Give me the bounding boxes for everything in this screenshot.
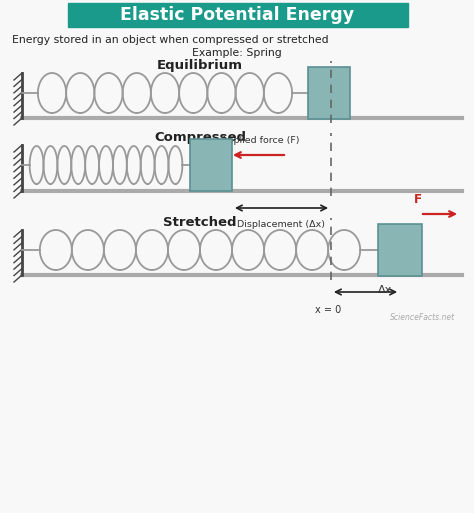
Text: Equilibrium: Equilibrium bbox=[157, 60, 243, 72]
Text: ScienceFacts.net: ScienceFacts.net bbox=[390, 313, 455, 323]
Text: Δx: Δx bbox=[378, 285, 392, 295]
Text: Elastic Potential Energy: Elastic Potential Energy bbox=[120, 6, 354, 24]
Bar bbox=[68, 3, 408, 27]
Text: Energy stored in an object when compressed or stretched: Energy stored in an object when compress… bbox=[12, 35, 328, 45]
Bar bbox=[308, 67, 350, 119]
Text: Compressed: Compressed bbox=[154, 131, 246, 145]
Text: Displacement (Δx): Displacement (Δx) bbox=[237, 220, 326, 229]
Bar bbox=[190, 139, 232, 191]
Text: Example: Spring: Example: Spring bbox=[192, 48, 282, 58]
Bar bbox=[378, 224, 422, 276]
Text: F: F bbox=[414, 193, 422, 206]
Text: Applied force (F): Applied force (F) bbox=[221, 136, 299, 145]
Text: Stretched: Stretched bbox=[163, 216, 237, 229]
Text: x = 0: x = 0 bbox=[315, 305, 341, 315]
